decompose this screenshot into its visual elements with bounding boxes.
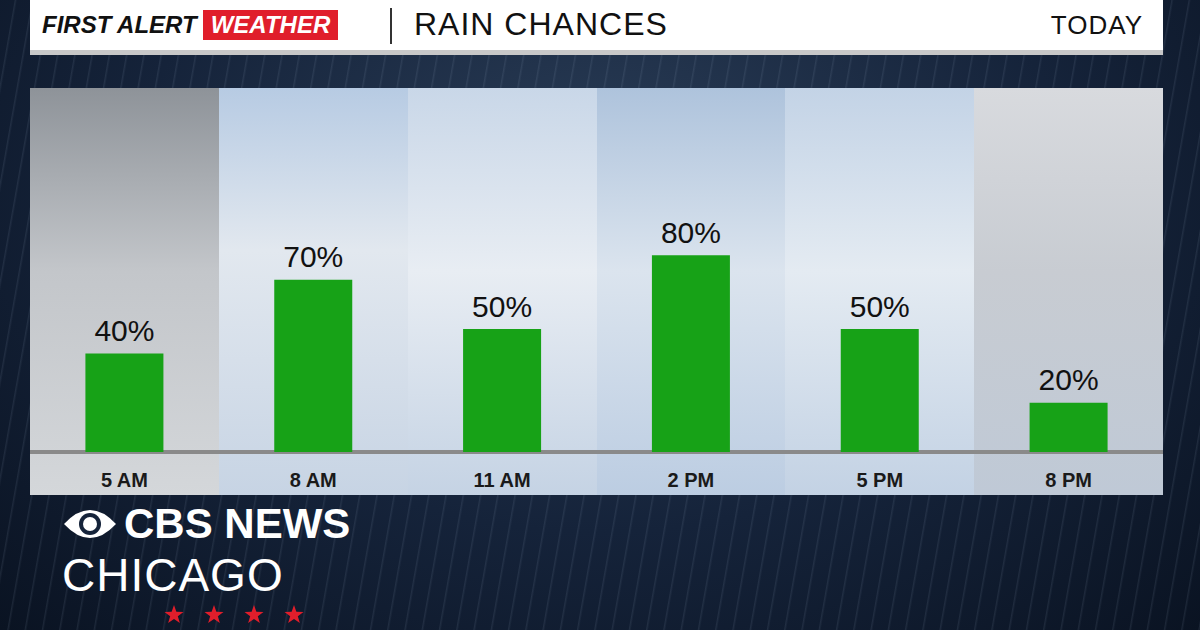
- svg-text:11 AM: 11 AM: [474, 469, 531, 491]
- svg-text:20%: 20%: [1039, 363, 1099, 396]
- svg-text:50%: 50%: [472, 290, 532, 323]
- svg-text:5 PM: 5 PM: [856, 469, 903, 491]
- svg-text:8 PM: 8 PM: [1045, 469, 1092, 491]
- svg-text:2 PM: 2 PM: [668, 469, 715, 491]
- html-text:WEATHER: WEATHER: [210, 11, 331, 38]
- svg-text:70%: 70%: [283, 240, 343, 273]
- html-text:CBS NEWS: CBS NEWS: [124, 500, 351, 547]
- html-text:CHICAGO: CHICAGO: [62, 549, 284, 601]
- svg-text:8 AM: 8 AM: [290, 469, 337, 491]
- svg-text:50%: 50%: [850, 290, 910, 323]
- svg-text:40%: 40%: [94, 314, 154, 347]
- svg-text:5 AM: 5 AM: [101, 469, 148, 491]
- html-text:RAIN CHANCES: RAIN CHANCES: [414, 6, 668, 42]
- html-text:TODAY: TODAY: [1050, 10, 1143, 40]
- html-text:FIRST ALERT: FIRST ALERT: [42, 11, 197, 38]
- svg-text:80%: 80%: [661, 216, 721, 249]
